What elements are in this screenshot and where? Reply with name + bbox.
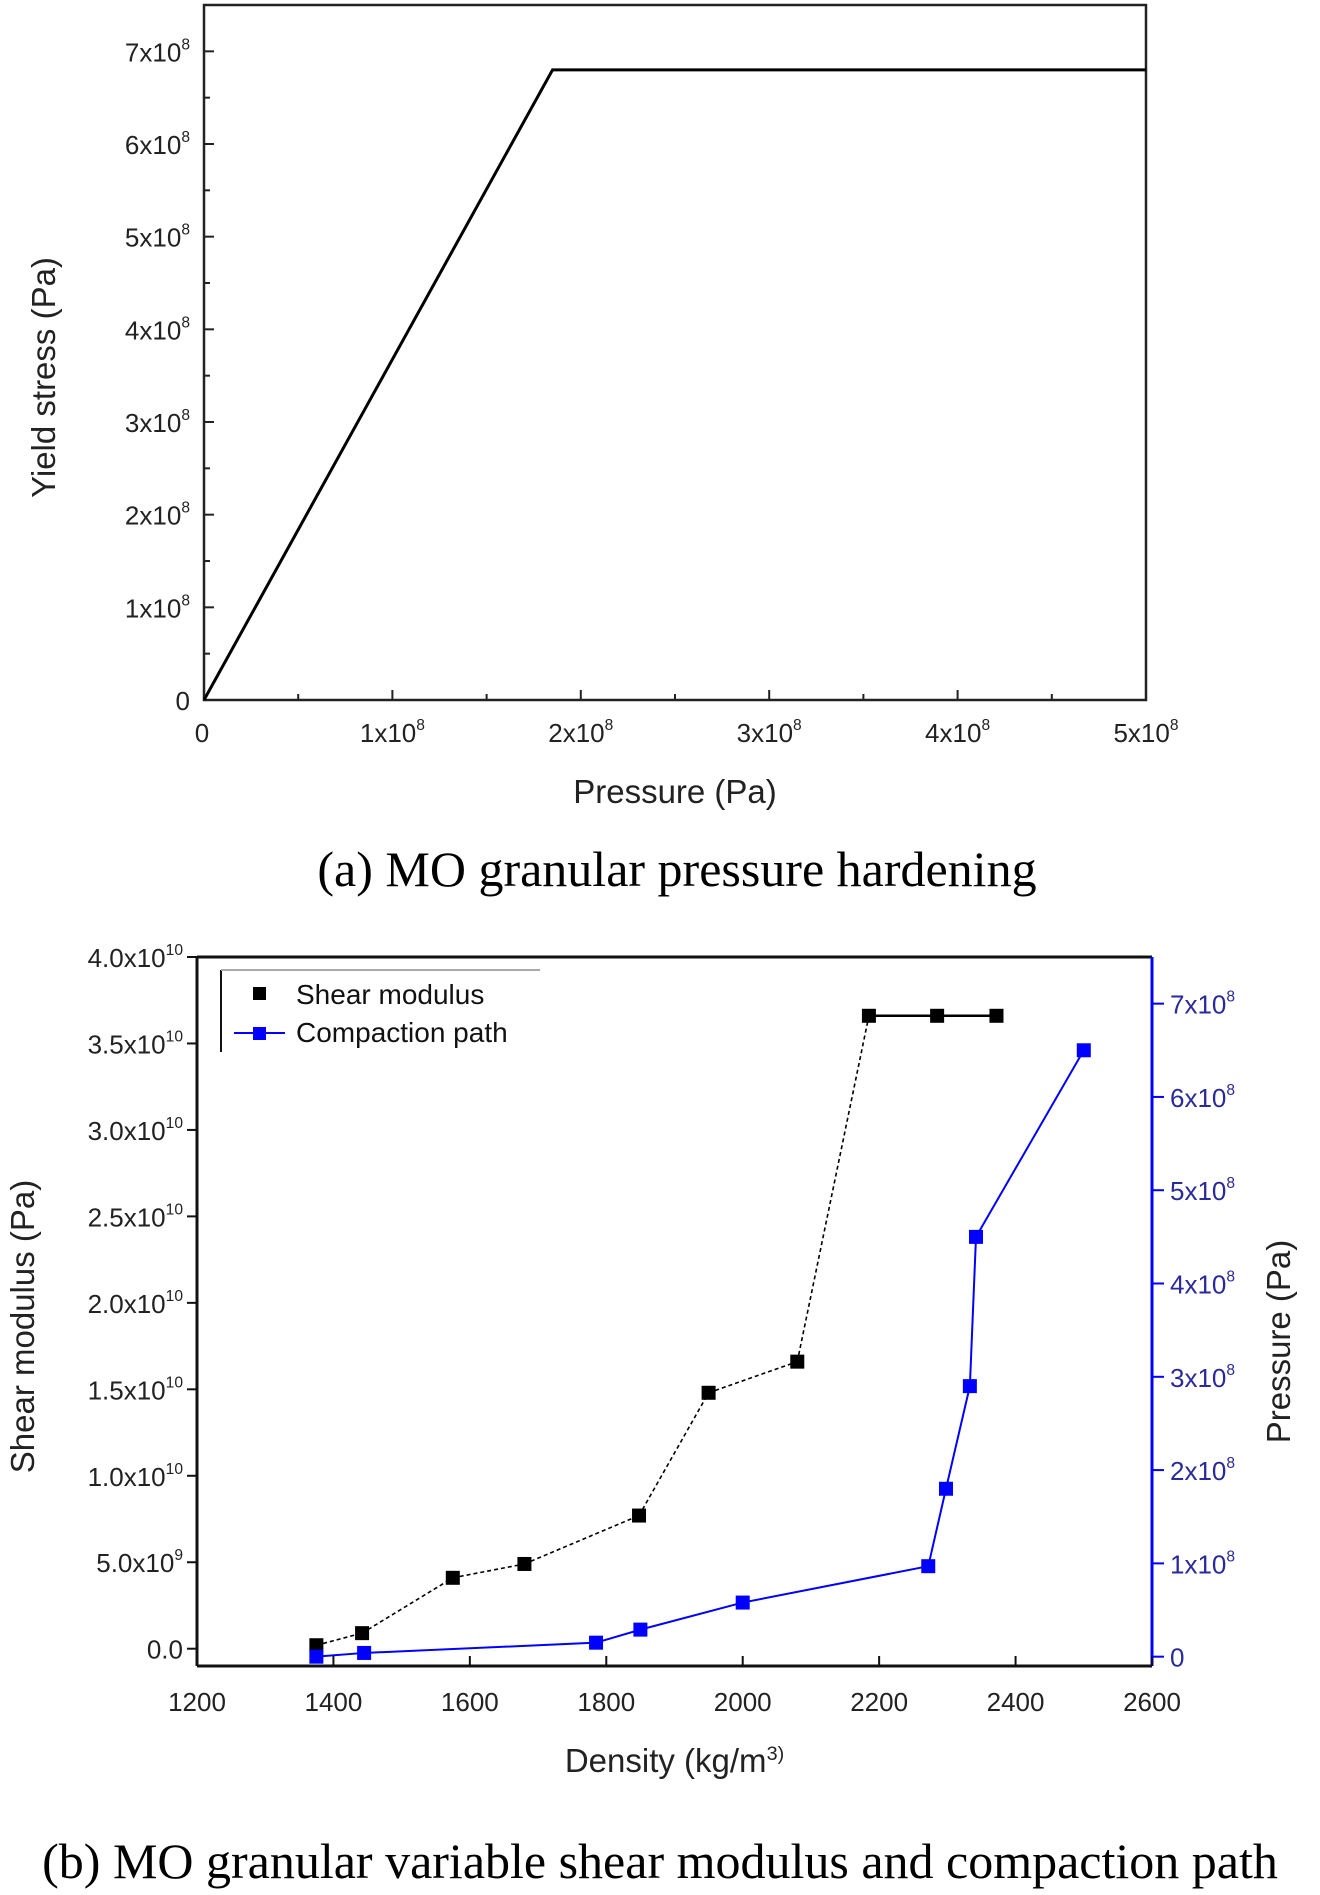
shear-modulus-segment (452, 1563, 525, 1579)
compaction-path-marker (921, 1559, 936, 1574)
compaction-path-marker (589, 1635, 604, 1650)
x-tick-label-b: 2600 (1123, 1687, 1181, 1717)
right-y-tick-label-b: 2x108 (1170, 1455, 1235, 1486)
compaction-path-line (316, 1049, 1085, 1658)
y-tick-label-b: 2.0x1010 (88, 1288, 184, 1319)
y-axis-label-b: Shear modulus (Pa) (4, 1180, 41, 1473)
x-tick-label-b: 1600 (441, 1687, 499, 1717)
x-tick-label-b: 1200 (168, 1687, 226, 1717)
shear-modulus-segment (524, 1514, 640, 1565)
x-tick-label-a: 2x108 (548, 717, 613, 748)
y-tick-label-b: 3.5x1010 (88, 1028, 184, 1059)
x-tick-label-b: 2400 (987, 1687, 1045, 1717)
y-tick-label-a: 5x108 (125, 222, 190, 253)
legend-marker-compaction-path (253, 1027, 266, 1040)
yield-stress-line (202, 68, 1146, 701)
shear-modulus-marker (701, 1385, 716, 1400)
right-y-tick-label-b: 7x108 (1170, 989, 1235, 1020)
y-tick-label-b: 2.5x1010 (88, 1201, 184, 1232)
x-tick-label-b: 2200 (850, 1687, 908, 1717)
caption-a: (a) MO granular pressure hardening (317, 841, 1036, 897)
x-tick-label-b: 1400 (305, 1687, 363, 1717)
x-axis-label-b: Density (kg/m3) (565, 1742, 784, 1779)
x-tick-label-a: 4x108 (925, 717, 990, 748)
x-tick-label-a: 0 (195, 718, 209, 748)
y-tick-label-b: 5.0x109 (96, 1547, 183, 1578)
legend-label-compaction-path: Compaction path (296, 1017, 508, 1048)
x-tick-label-a: 5x108 (1113, 717, 1178, 748)
y-tick-label-b: 0.0 (147, 1635, 183, 1665)
compaction-path-marker (309, 1649, 324, 1664)
shear-modulus-marker (790, 1354, 805, 1369)
y-tick-label-a: 6x108 (125, 129, 190, 160)
shear-modulus-marker (309, 1638, 324, 1653)
plot-frame-a (202, 3, 1148, 702)
x-tick-label-a: 1x108 (360, 717, 425, 748)
y-tick-label-b: 4.0x1010 (88, 942, 184, 973)
x-tick-label-b: 2000 (714, 1687, 772, 1717)
shear-modulus-marker (632, 1508, 647, 1523)
compaction-path-marker (1076, 1043, 1091, 1058)
y-tick-label-b: 3.0x1010 (88, 1115, 184, 1146)
shear-modulus-marker (355, 1626, 370, 1641)
compaction-path-marker (938, 1481, 953, 1496)
y-tick-label-a: 3x108 (125, 407, 190, 438)
legend-marker-shear-modulus (253, 987, 266, 1000)
y-tick-label-a: 4x108 (125, 314, 190, 345)
shear-modulus-segment (708, 1360, 798, 1394)
shear-modulus-marker (989, 1008, 1004, 1023)
y-tick-label-a: 7x108 (125, 36, 190, 67)
x-axis-label-a: Pressure (Pa) (573, 773, 777, 810)
right-y-axis-label-b: Pressure (Pa) (1260, 1240, 1297, 1444)
compaction-path-marker (357, 1645, 372, 1660)
shear-modulus-marker (861, 1008, 876, 1023)
shear-modulus-marker (517, 1556, 532, 1571)
shear-modulus-segment (638, 1392, 710, 1516)
shear-modulus-segment (361, 1577, 454, 1634)
y-axis-label-a: Yield stress (Pa) (25, 257, 62, 498)
y-tick-label-b: 1.0x1010 (88, 1461, 184, 1492)
compaction-path-marker (735, 1595, 750, 1610)
right-y-tick-label-b: 0 (1170, 1643, 1184, 1673)
shear-modulus-marker (930, 1008, 945, 1023)
y-tick-label-a: 2x108 (125, 500, 190, 531)
right-y-tick-label-b: 1x108 (1170, 1548, 1235, 1579)
caption-b: (b) MO granular variable shear modulus a… (42, 1833, 1278, 1889)
x-tick-label-b: 1800 (577, 1687, 635, 1717)
y-tick-label-a: 1x108 (125, 592, 190, 623)
x-tick-label-a: 3x108 (737, 717, 802, 748)
y-tick-label-a: 0 (176, 686, 190, 716)
legend-label-shear-modulus: Shear modulus (296, 979, 484, 1010)
right-y-tick-label-b: 6x108 (1170, 1082, 1235, 1113)
right-y-tick-label-b: 3x108 (1170, 1362, 1235, 1393)
compaction-path-marker (962, 1379, 977, 1394)
shear-modulus-segment (316, 1632, 363, 1647)
y-tick-label-b: 1.5x1010 (88, 1374, 184, 1405)
shear-modulus-segment (796, 1015, 870, 1362)
right-y-tick-label-b: 5x108 (1170, 1175, 1235, 1206)
right-y-tick-label-b: 4x108 (1170, 1269, 1235, 1300)
shear-modulus-marker (445, 1570, 460, 1585)
compaction-path-marker (633, 1622, 648, 1637)
compaction-path-marker (969, 1229, 984, 1244)
